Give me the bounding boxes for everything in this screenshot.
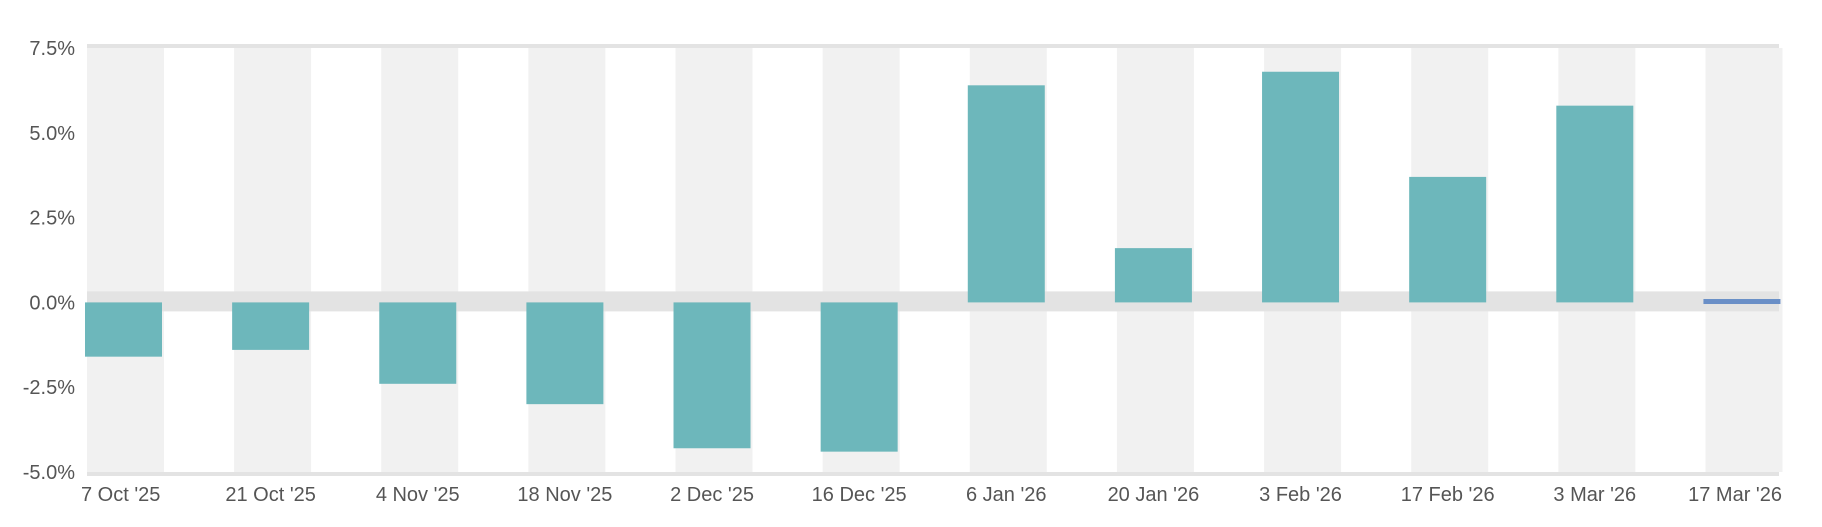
bar xyxy=(526,302,604,405)
x-tick-label: 3 Feb '26 xyxy=(1259,484,1342,506)
bar xyxy=(85,302,162,357)
bottom-axis-line xyxy=(87,472,1779,476)
bar xyxy=(673,302,751,449)
bar xyxy=(1262,71,1340,303)
x-tick-label: 17 Mar '26 xyxy=(1688,484,1782,506)
y-tick-label: -5.0% xyxy=(23,462,75,484)
y-tick-label: 0.0% xyxy=(29,292,75,314)
y-axis-labels: -5.0% -2.5% 0.0% 2.5% 5.0% 7.5% xyxy=(23,38,75,484)
y-tick-label: 2.5% xyxy=(29,208,75,230)
bar xyxy=(1556,105,1634,303)
top-axis-line xyxy=(87,44,1779,48)
bar xyxy=(232,302,310,350)
x-axis-labels: 7 Oct '25 21 Oct '25 4 Nov '25 18 Nov '25 2 … xyxy=(81,484,1782,506)
axes xyxy=(87,44,1779,476)
x-tick-label: 6 Jan '26 xyxy=(966,484,1047,506)
zero-line xyxy=(87,291,1779,312)
bar xyxy=(820,302,898,452)
x-tick-label: 21 Oct '25 xyxy=(225,484,316,506)
bar xyxy=(1114,248,1192,303)
x-tick-label: 16 Dec '25 xyxy=(812,484,907,506)
background-band xyxy=(381,48,459,472)
bar xyxy=(1703,299,1781,305)
background-bands xyxy=(87,48,1783,472)
y-tick-label: -2.5% xyxy=(23,377,75,399)
x-tick-label: 17 Feb '26 xyxy=(1401,484,1495,506)
x-tick-label: 18 Nov '25 xyxy=(517,484,612,506)
y-tick-label: 7.5% xyxy=(29,38,75,60)
bar xyxy=(379,302,457,384)
x-tick-label: 3 Mar '26 xyxy=(1553,484,1636,506)
x-tick-label: 4 Nov '25 xyxy=(376,484,460,506)
bar xyxy=(1409,176,1487,303)
background-band xyxy=(87,48,164,472)
x-tick-label: 20 Jan '26 xyxy=(1108,484,1200,506)
y-tick-label: 5.0% xyxy=(29,123,75,145)
x-tick-label: 7 Oct '25 xyxy=(81,484,160,506)
background-band xyxy=(234,48,312,472)
x-tick-label: 2 Dec '25 xyxy=(670,484,754,506)
bar xyxy=(967,85,1045,303)
background-band xyxy=(528,48,606,472)
bars xyxy=(85,71,1781,452)
background-band xyxy=(1705,48,1783,472)
